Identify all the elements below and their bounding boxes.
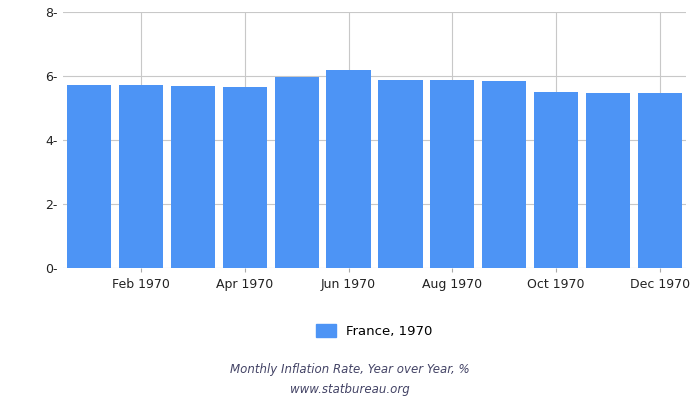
- Legend: France, 1970: France, 1970: [311, 318, 438, 343]
- Bar: [326, 70, 370, 268]
- Bar: [430, 80, 475, 268]
- Bar: [223, 87, 267, 268]
- Bar: [586, 93, 630, 268]
- Bar: [534, 92, 578, 268]
- Bar: [638, 93, 682, 268]
- Bar: [171, 86, 215, 268]
- Text: www.statbureau.org: www.statbureau.org: [290, 384, 410, 396]
- Bar: [119, 85, 163, 268]
- Bar: [274, 77, 319, 268]
- Bar: [379, 80, 423, 268]
- Bar: [482, 82, 526, 268]
- Text: Monthly Inflation Rate, Year over Year, %: Monthly Inflation Rate, Year over Year, …: [230, 364, 470, 376]
- Bar: [67, 85, 111, 268]
